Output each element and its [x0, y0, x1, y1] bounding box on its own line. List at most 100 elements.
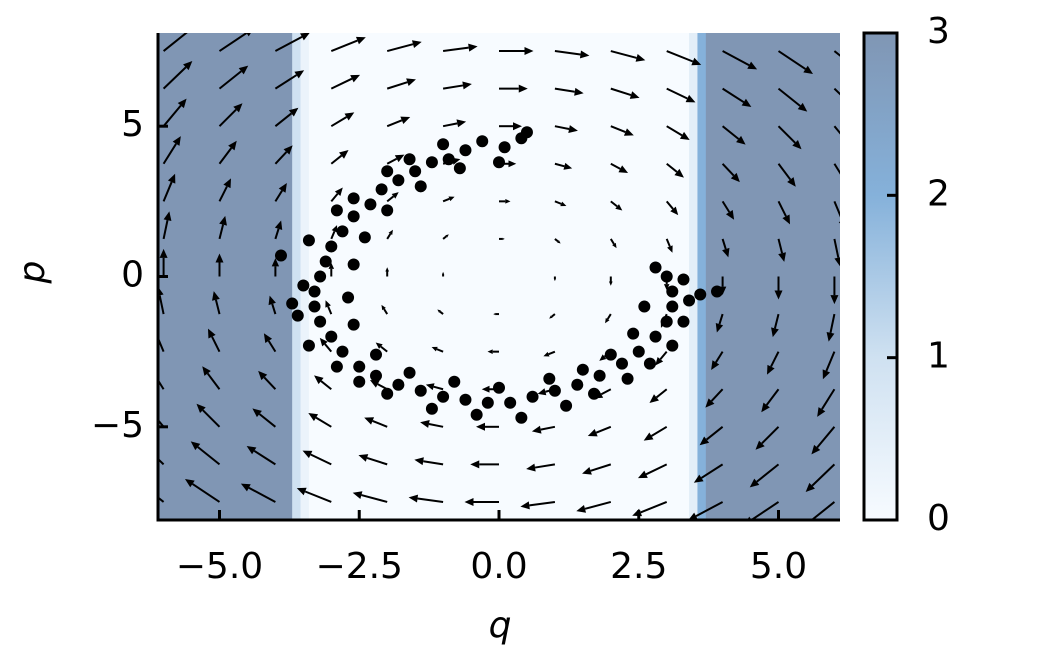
- arrow: [314, 375, 332, 391]
- arrow: [159, 248, 168, 277]
- x-tick-label: 0.0: [470, 546, 527, 587]
- arrow-head: [445, 234, 449, 238]
- arrow-shaft: [380, 345, 388, 353]
- point: [666, 300, 679, 313]
- arrow: [722, 87, 752, 108]
- arrow: [274, 107, 299, 127]
- arrow-shaft: [218, 185, 228, 202]
- scatter-points: [274, 126, 724, 424]
- arrow-shaft: [610, 125, 626, 133]
- heatmap-cell: [300, 33, 310, 520]
- arrow-head: [462, 81, 472, 90]
- arrow: [146, 362, 165, 390]
- arrow-head: [408, 494, 419, 503]
- arrow-shaft: [324, 343, 333, 353]
- arrow: [302, 450, 332, 466]
- vector-field: [146, 33, 858, 520]
- arrow: [693, 463, 724, 483]
- arrow: [777, 50, 814, 75]
- arrow: [531, 425, 556, 434]
- arrow: [274, 33, 310, 52]
- arrow-head: [252, 408, 262, 418]
- arrow-shaft: [554, 162, 565, 168]
- arrow: [499, 84, 528, 93]
- arrow-head: [420, 420, 430, 428]
- arrow-shaft: [442, 84, 464, 90]
- arrow-head: [388, 229, 393, 236]
- arrow-head: [146, 362, 154, 372]
- arrow: [721, 125, 746, 145]
- arrow-head: [331, 225, 338, 233]
- arrow: [554, 238, 561, 244]
- arrow-head: [730, 172, 740, 183]
- arrow-shaft: [655, 388, 668, 399]
- arrow-shaft: [609, 238, 615, 245]
- arrow-head: [674, 168, 684, 178]
- arrow-head: [755, 440, 765, 450]
- arrow-shaft: [606, 313, 612, 320]
- arrow-head: [826, 332, 835, 342]
- arrow: [608, 276, 613, 286]
- arrow-head: [219, 215, 227, 226]
- arrow-head: [470, 460, 480, 469]
- arrow-shaft: [191, 483, 221, 503]
- arrow-head: [568, 125, 578, 133]
- arrow: [464, 497, 499, 506]
- point: [336, 345, 349, 358]
- arrow: [442, 43, 478, 53]
- arrow: [296, 487, 332, 503]
- arrow-head: [196, 403, 206, 414]
- arrow-head: [643, 432, 654, 441]
- heatmap-cell: [705, 33, 840, 520]
- arrow: [207, 328, 221, 353]
- arrow-shaft: [162, 33, 188, 52]
- arrow-head: [364, 417, 375, 425]
- arrow-head: [385, 267, 390, 272]
- arrow-head: [849, 144, 858, 153]
- arrow-head: [159, 248, 168, 258]
- arrow-shaft: [554, 200, 562, 205]
- arrow-shaft: [258, 413, 277, 428]
- arrow-shaft: [534, 463, 556, 469]
- arrow: [666, 50, 702, 66]
- arrow: [184, 478, 221, 503]
- arrow-head: [271, 258, 280, 267]
- point: [425, 402, 438, 415]
- arrow-shaft: [330, 116, 348, 128]
- arrow-shaft: [710, 388, 724, 402]
- arrow: [218, 65, 249, 90]
- arrow: [162, 33, 188, 52]
- arrow-shaft: [274, 112, 292, 127]
- arrow-head: [560, 201, 567, 207]
- arrow: [364, 417, 388, 428]
- arrow-shaft: [442, 46, 469, 53]
- arrow-shaft: [386, 233, 392, 240]
- arrow-head: [391, 192, 399, 199]
- arrow-shaft: [816, 426, 836, 449]
- arrow: [158, 457, 165, 466]
- arrow-head: [774, 290, 783, 300]
- point: [627, 327, 640, 340]
- point: [414, 180, 427, 193]
- arrow-head: [288, 107, 299, 117]
- arrow: [777, 125, 802, 150]
- arrow-shaft: [722, 87, 745, 104]
- arrow: [526, 463, 556, 472]
- arrow-shaft: [386, 195, 395, 203]
- point: [543, 372, 556, 385]
- arrow-head: [549, 315, 553, 319]
- arrow-shaft: [274, 228, 280, 240]
- point: [325, 240, 338, 253]
- point: [470, 408, 483, 421]
- point: [694, 288, 707, 301]
- arrow-shaft: [595, 425, 612, 434]
- arrow: [162, 211, 172, 240]
- arrow-head: [838, 221, 840, 224]
- arrow-head: [207, 328, 216, 339]
- arrow-shaft: [386, 81, 408, 90]
- arrow-shaft: [810, 501, 836, 520]
- arrow-shaft: [267, 340, 277, 353]
- arrow-shaft: [218, 108, 237, 127]
- point: [649, 330, 662, 343]
- arrow: [549, 313, 556, 319]
